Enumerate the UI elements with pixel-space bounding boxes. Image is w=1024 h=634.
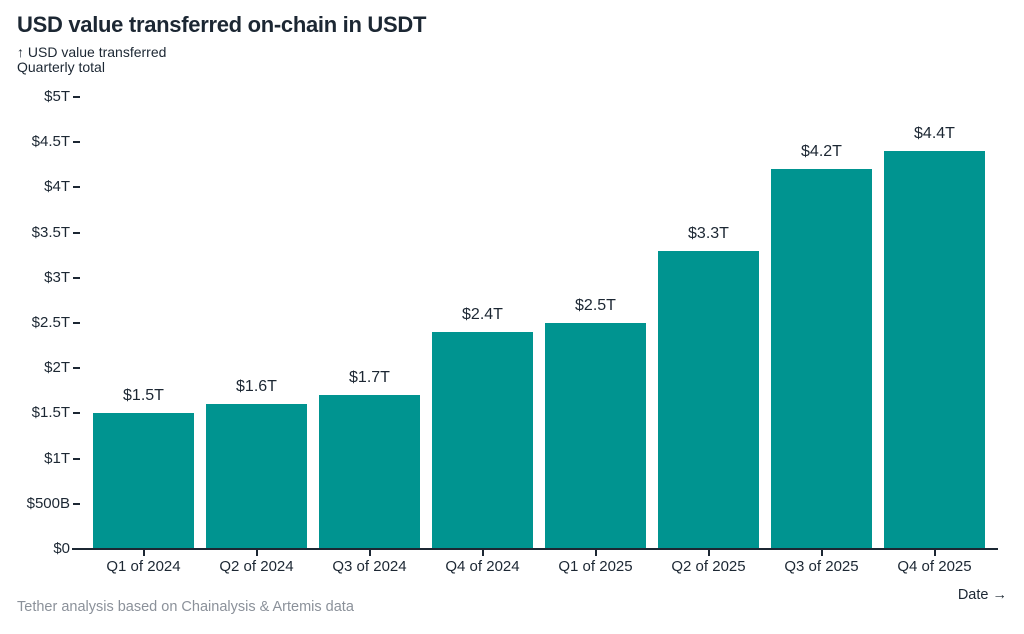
x-tick-label: Q2 of 2025 xyxy=(671,558,746,575)
y-axis-title-line2: Quarterly total xyxy=(17,59,105,75)
bar-column: $4.4T xyxy=(884,97,985,549)
bar xyxy=(771,169,872,549)
bar-value-label: $2.4T xyxy=(462,306,503,324)
bar xyxy=(658,250,759,549)
y-tick-mark xyxy=(73,276,80,279)
y-axis-title: ↑ USD value transferred Quarterly total xyxy=(17,45,166,75)
y-tick-mark xyxy=(73,231,80,234)
bar-column: $1.5T xyxy=(93,97,194,549)
x-tick-label: Q2 of 2024 xyxy=(219,558,294,575)
x-tick-mark xyxy=(933,550,936,556)
x-tick-label: Q1 of 2024 xyxy=(106,558,181,575)
x-tick-label: Q1 of 2025 xyxy=(558,558,633,575)
x-axis-category: Q1 of 2025 xyxy=(545,550,646,575)
x-tick-mark xyxy=(481,550,484,556)
plot-area: $1.5T $1.6T $1.7T $2.4T $2.5T $3.3T $4.2T $4.4T xyxy=(80,97,998,549)
x-tick-label: Q3 of 2024 xyxy=(332,558,407,575)
bar-value-label: $4.2T xyxy=(801,143,842,161)
bar-value-label: $1.7T xyxy=(349,369,390,387)
x-axis-category: Q3 of 2025 xyxy=(771,550,872,575)
bar-value-label: $2.5T xyxy=(575,297,616,314)
x-axis-category: Q4 of 2024 xyxy=(432,550,533,575)
y-tick-mark xyxy=(73,457,80,460)
x-tick-mark xyxy=(142,550,145,556)
y-tick-label: $5T xyxy=(44,88,70,105)
chart-title: USD value transferred on-chain in USDT xyxy=(17,12,427,37)
y-tick-mark xyxy=(73,186,80,189)
x-axis-title: Date → xyxy=(957,587,1007,603)
y-tick-label: $2T xyxy=(44,359,70,377)
x-axis-category: Q3 of 2024 xyxy=(319,550,420,575)
bar-value-label: $4.4T xyxy=(914,125,955,143)
y-tick-label: $1.5T xyxy=(31,404,70,422)
bar xyxy=(884,151,985,549)
x-axis: Q1 of 2024 Q2 of 2024 Q3 of 2024 Q4 of 2024… xyxy=(80,550,998,575)
y-tick-mark xyxy=(73,502,80,505)
y-tick-label: $2.5T xyxy=(31,314,70,331)
y-tick-label: $1T xyxy=(44,449,70,467)
x-tick-label: Q3 of 2025 xyxy=(784,558,859,575)
y-tick-label: $500B xyxy=(26,494,70,512)
y-tick-label: $3T xyxy=(44,268,70,286)
x-tick-mark xyxy=(255,550,258,556)
x-axis-category: Q4 of 2025 xyxy=(884,550,985,575)
x-tick-label: Q4 of 2025 xyxy=(897,558,972,575)
bar xyxy=(545,323,646,549)
y-tick-label: $4.5T xyxy=(31,133,70,151)
y-tick-mark xyxy=(73,367,80,370)
bar-value-label: $1.5T xyxy=(123,387,164,405)
y-axis-title-line1: ↑ USD value transferred xyxy=(17,44,167,60)
x-tick-label: Q4 of 2024 xyxy=(445,558,520,575)
x-axis-line xyxy=(72,548,998,550)
y-tick-mark xyxy=(73,96,80,98)
bar xyxy=(206,404,307,549)
bar-column: $4.2T xyxy=(771,97,872,549)
bar-column: $1.7T xyxy=(319,97,420,549)
y-tick-mark xyxy=(73,141,80,144)
x-tick-mark xyxy=(820,550,823,556)
x-tick-mark xyxy=(594,550,597,556)
x-axis-category: Q1 of 2024 xyxy=(93,550,194,575)
x-axis-category: Q2 of 2025 xyxy=(658,550,759,575)
bar xyxy=(93,413,194,549)
y-tick-label: $3.5T xyxy=(31,223,70,241)
bar xyxy=(319,395,420,549)
x-tick-mark xyxy=(707,550,710,556)
bar-column: $2.5T xyxy=(545,97,646,549)
y-tick-label: $4T xyxy=(44,178,70,196)
bar-column: $3.3T xyxy=(658,97,759,549)
bar-value-label: $1.6T xyxy=(236,378,277,396)
x-axis-category: Q2 of 2024 xyxy=(206,550,307,575)
bar-column: $2.4T xyxy=(432,97,533,549)
bar xyxy=(432,332,533,549)
bar-value-label: $3.3T xyxy=(688,224,729,242)
source-note: Tether analysis based on Chainalysis & A… xyxy=(17,599,354,615)
bar-column: $1.6T xyxy=(206,97,307,549)
y-tick-label: $0 xyxy=(53,540,70,557)
y-tick-mark xyxy=(73,322,80,324)
x-tick-mark xyxy=(368,550,371,556)
y-tick-mark xyxy=(73,412,80,415)
